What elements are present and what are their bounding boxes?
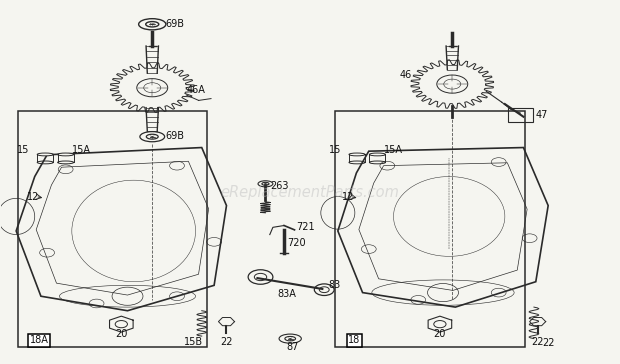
Text: 721: 721: [296, 222, 315, 232]
Ellipse shape: [58, 153, 74, 156]
Text: 20: 20: [115, 329, 128, 339]
Text: 15A: 15A: [72, 146, 91, 155]
Text: 15: 15: [329, 146, 342, 155]
Text: 12: 12: [342, 191, 354, 202]
Text: 15B: 15B: [184, 337, 203, 347]
Ellipse shape: [349, 153, 365, 156]
Text: 263: 263: [270, 181, 288, 191]
Text: 87: 87: [286, 342, 299, 352]
Text: 69B: 69B: [166, 19, 185, 29]
Text: 22: 22: [220, 337, 232, 347]
Text: 22: 22: [542, 339, 554, 348]
Text: 83: 83: [329, 280, 341, 290]
Bar: [335, 111, 525, 347]
Text: 83A: 83A: [278, 289, 297, 300]
Text: 46A: 46A: [187, 84, 206, 95]
Text: 69B: 69B: [166, 131, 185, 141]
Text: 20: 20: [434, 329, 446, 339]
Bar: [508, 108, 533, 122]
Text: 15: 15: [17, 146, 30, 155]
Text: 22: 22: [531, 337, 544, 347]
Text: eReplacementParts.com: eReplacementParts.com: [221, 185, 399, 200]
Ellipse shape: [370, 153, 386, 156]
Text: 12: 12: [27, 191, 39, 202]
Bar: [18, 111, 206, 347]
Text: 46: 46: [400, 70, 412, 80]
Text: 720: 720: [287, 238, 306, 248]
Text: 47: 47: [536, 110, 548, 120]
Text: 18: 18: [348, 336, 361, 345]
Text: 18A: 18A: [30, 336, 48, 345]
Text: 15A: 15A: [384, 146, 403, 155]
Ellipse shape: [37, 153, 53, 156]
